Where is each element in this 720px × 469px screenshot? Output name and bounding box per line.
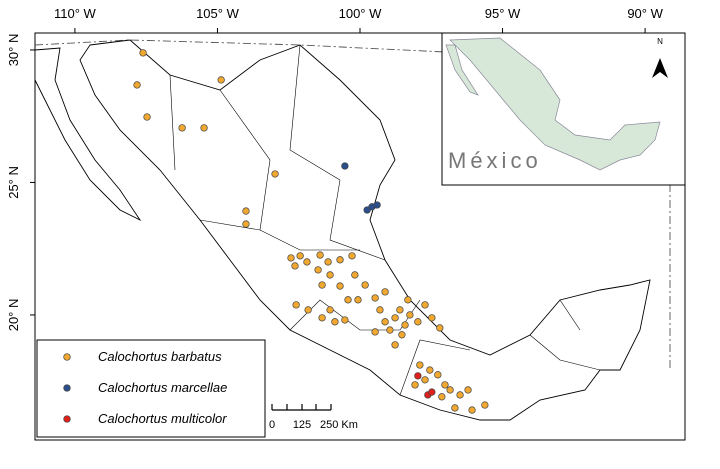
occurrence-point	[314, 266, 322, 274]
occurrence-point	[139, 49, 147, 57]
y-tick-label: 20° N	[6, 299, 21, 332]
occurrence-point	[303, 258, 311, 266]
inset-land	[445, 37, 661, 171]
occurrence-point	[464, 386, 472, 394]
occurrence-point	[411, 381, 419, 389]
y-tick-label: 30° N	[6, 34, 21, 67]
occurrence-point	[143, 113, 151, 121]
occurrence-point	[336, 256, 344, 264]
occurrence-point	[344, 296, 352, 304]
occurrence-point	[404, 296, 412, 304]
occurrence-point	[376, 306, 384, 314]
occurrence-point	[304, 306, 312, 314]
occurrence-point	[426, 366, 434, 374]
occurrence-point	[292, 301, 300, 309]
occurrence-point	[428, 388, 436, 396]
occurrence-point	[446, 386, 454, 394]
scale-label: 250 Km	[320, 419, 358, 431]
scale-bar	[271, 404, 332, 411]
occurrence-point	[351, 271, 359, 279]
x-tick-label: 100° W	[339, 6, 383, 21]
occurrence-point	[348, 252, 356, 260]
x-tick-label: 105° W	[196, 6, 240, 21]
occurrence-point	[481, 401, 489, 409]
occurrence-point	[468, 406, 476, 414]
occurrence-point	[416, 361, 424, 369]
occurrence-point	[200, 124, 208, 132]
occurrence-point	[456, 391, 464, 399]
occurrence-point	[421, 376, 429, 384]
occurrence-point	[421, 301, 429, 309]
inset-label: México	[448, 148, 542, 173]
legend-swatch	[63, 415, 71, 423]
occurrence-point	[441, 381, 449, 389]
occurrence-point	[451, 404, 459, 412]
occurrence-point	[287, 254, 295, 262]
occurrence-point	[361, 281, 369, 289]
occurrence-point	[326, 306, 334, 314]
occurrence-point	[371, 328, 379, 336]
legend-swatch	[63, 353, 71, 361]
occurrence-point	[318, 314, 326, 322]
north-arrow	[652, 58, 668, 78]
occurrence-point	[371, 294, 379, 302]
occurrence-point	[242, 207, 250, 215]
occurrence-point	[291, 262, 299, 270]
occurrence-point	[354, 296, 362, 304]
legend-swatch	[63, 384, 71, 392]
occurrence-point	[324, 258, 332, 266]
occurrence-point	[381, 318, 389, 326]
occurrence-point	[326, 271, 334, 279]
legend	[36, 339, 266, 438]
x-tick-label: 110° W	[54, 6, 97, 21]
occurrence-point	[436, 324, 444, 332]
occurrence-point	[401, 321, 409, 329]
occurrence-point	[398, 331, 406, 339]
occurrence-point	[336, 282, 344, 290]
occurrence-point	[373, 201, 381, 209]
occurrence-point	[133, 81, 141, 89]
north-label: N	[657, 37, 663, 46]
scale-label: 125	[293, 419, 311, 431]
occurrence-point	[217, 76, 225, 84]
occurrence-point	[414, 372, 422, 380]
occurrence-point	[318, 281, 326, 289]
occurrence-point	[178, 124, 186, 132]
occurrence-point	[271, 170, 279, 178]
occurrence-point	[296, 252, 304, 260]
occurrence-point	[396, 306, 404, 314]
occurrence-point	[414, 318, 422, 326]
occurrence-point	[428, 314, 436, 322]
occurrence-point	[242, 220, 250, 228]
occurrence-point	[316, 251, 324, 259]
legend-label: Calochortus marcellae	[98, 380, 227, 395]
legend-label: Calochortus multicolor	[98, 411, 227, 426]
occurrence-point	[406, 311, 414, 319]
occurrence-point	[391, 314, 399, 322]
occurrence-point	[391, 341, 399, 349]
y-tick-label: 25° N	[6, 166, 21, 199]
occurrence-point	[331, 318, 339, 326]
legend-label: Calochortus barbatus	[98, 349, 222, 364]
occurrence-point	[434, 371, 442, 379]
inset-map: México N	[441, 32, 686, 186]
occurrence-point	[381, 288, 389, 296]
x-tick-label: 90° W	[627, 6, 663, 21]
scale-label: 0	[269, 419, 275, 431]
occurrence-point	[341, 162, 349, 170]
occurrence-point	[438, 393, 446, 401]
occurrence-point	[341, 316, 349, 324]
x-tick-label: 95° W	[485, 6, 521, 21]
occurrence-point	[386, 326, 394, 334]
